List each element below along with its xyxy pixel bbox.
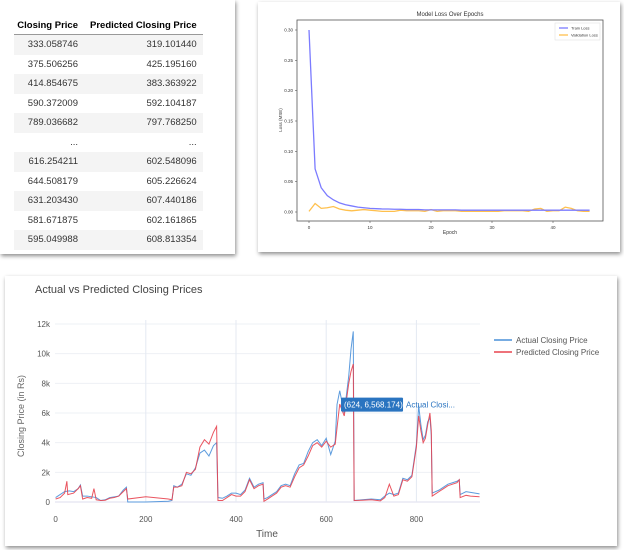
price-title: Actual vs Predicted Closing Prices [35,284,203,296]
price-chart-panel [5,276,617,546]
predicted-cell: 608.813354 [84,230,203,250]
price-xtick-label: 800 [410,515,424,524]
actual-cell: 789.036682 [14,113,84,133]
results-table: Actual Closing Price Predicted Closing P… [14,16,203,250]
price-ytick-label: 4k [42,439,51,448]
loss-series-0 [308,29,590,211]
predicted-cell: 425.195160 [146,58,197,70]
table-row: 631.203430 607.440186 [14,191,203,211]
table-row: 375.506256 425.195160 [14,55,203,75]
loss-xtick-label: 10 [367,225,373,230]
loss-ytick-label: 0.00 [284,210,293,215]
loss-legend-label: Train Loss [571,26,590,31]
price-xtick-label: 600 [320,515,334,524]
loss-ytick-label: 0.20 [284,88,293,93]
loss-ytick-label: 0.15 [284,119,293,124]
loss-axes-frame [296,19,604,222]
price-ytick-label: 10k [37,350,51,359]
predicted-cell: 319.101440 [84,34,203,55]
actual-cell: 595.049988 [14,230,84,250]
price-legend-label: Predicted Closing Price [516,348,600,357]
predicted-cell: 602.548096 [84,152,203,172]
table-row: 644.508179 605.226624 [14,172,203,192]
price-ytick-label: 0 [46,498,51,507]
actual-cell: 414.854675 [14,74,84,94]
price-xtick-label: 400 [229,515,243,524]
loss-series-1 [308,202,590,213]
loss-xtick-label: 40 [550,225,556,230]
price-ylabel: Closing Price (in Rs) [16,375,26,457]
table-row: 333.058746 319.101440 [14,34,203,55]
loss-xlabel: Epoch [443,230,457,236]
price-xtick-label: 0 [53,515,58,524]
price-xtick-label: 200 [139,515,153,524]
predicted-cell: 602.161865 [146,214,197,226]
loss-ytick-label: 0.05 [284,179,293,184]
table-row: 590.372009 592.104187 [14,94,203,114]
actual-cell: 375.506256 [27,58,78,70]
loss-ylabel: Loss (MSE) [278,108,283,132]
loss-title: Model Loss Over Epochs [416,12,483,18]
actual-cell: 616.254211 [14,152,84,172]
table-row: 616.254211 602.548096 [14,152,203,172]
price-xlabel: Time [256,529,278,540]
hover-tooltip-box [341,397,404,412]
price-ytick-label: 6k [42,409,51,418]
loss-legend-label: Validation Loss [571,33,598,38]
loss-ytick-label: 0.30 [284,28,293,33]
table-row: 581.671875 602.161865 [14,211,203,231]
predicted-cell: 383.363922 [84,74,203,94]
loss-xtick-label: 30 [489,225,495,230]
price-series-0 [55,331,480,503]
predicted-cell: 607.440186 [84,191,203,211]
table-row: ...... [14,133,203,153]
actual-cell: 644.508179 [27,175,78,187]
hover-tooltip-series: Actual Closi... [406,401,455,410]
header-predicted: Predicted Closing Price [84,16,203,35]
actual-cell: ... [70,136,78,148]
predicted-cell: 592.104187 [146,97,197,109]
results-table-panel: Actual Closing Price Predicted Closing P… [0,0,235,254]
actual-cell: 581.671875 [27,214,78,226]
loss-ytick-label: 0.25 [284,58,293,63]
price-series-1 [55,363,480,503]
predicted-cell: 605.226624 [146,175,197,187]
actual-cell: 590.372009 [27,97,78,109]
predicted-cell: 797.768250 [84,113,203,133]
hover-tooltip-value: (624, 6,568.174) [344,401,403,410]
header-actual: Actual Closing Price [14,16,84,35]
loss-legend [554,22,601,41]
loss-xtick-label: 0 [308,225,311,230]
predicted-cell: ... [188,136,197,148]
price-ytick-label: 8k [42,379,51,388]
actual-cell: 333.058746 [14,34,84,55]
price-ytick-label: 12k [37,320,51,329]
price-legend-label: Actual Closing Price [516,336,588,345]
loss-xtick-label: 20 [428,225,434,230]
price-ytick-label: 2k [42,468,51,477]
table-row: 789.036682 797.768250 [14,113,203,133]
actual-cell: 631.203430 [14,191,84,211]
loss-ytick-label: 0.10 [284,149,293,154]
table-row: 595.049988 608.813354 [14,230,203,250]
table-row: 414.854675 383.363922 [14,74,203,94]
